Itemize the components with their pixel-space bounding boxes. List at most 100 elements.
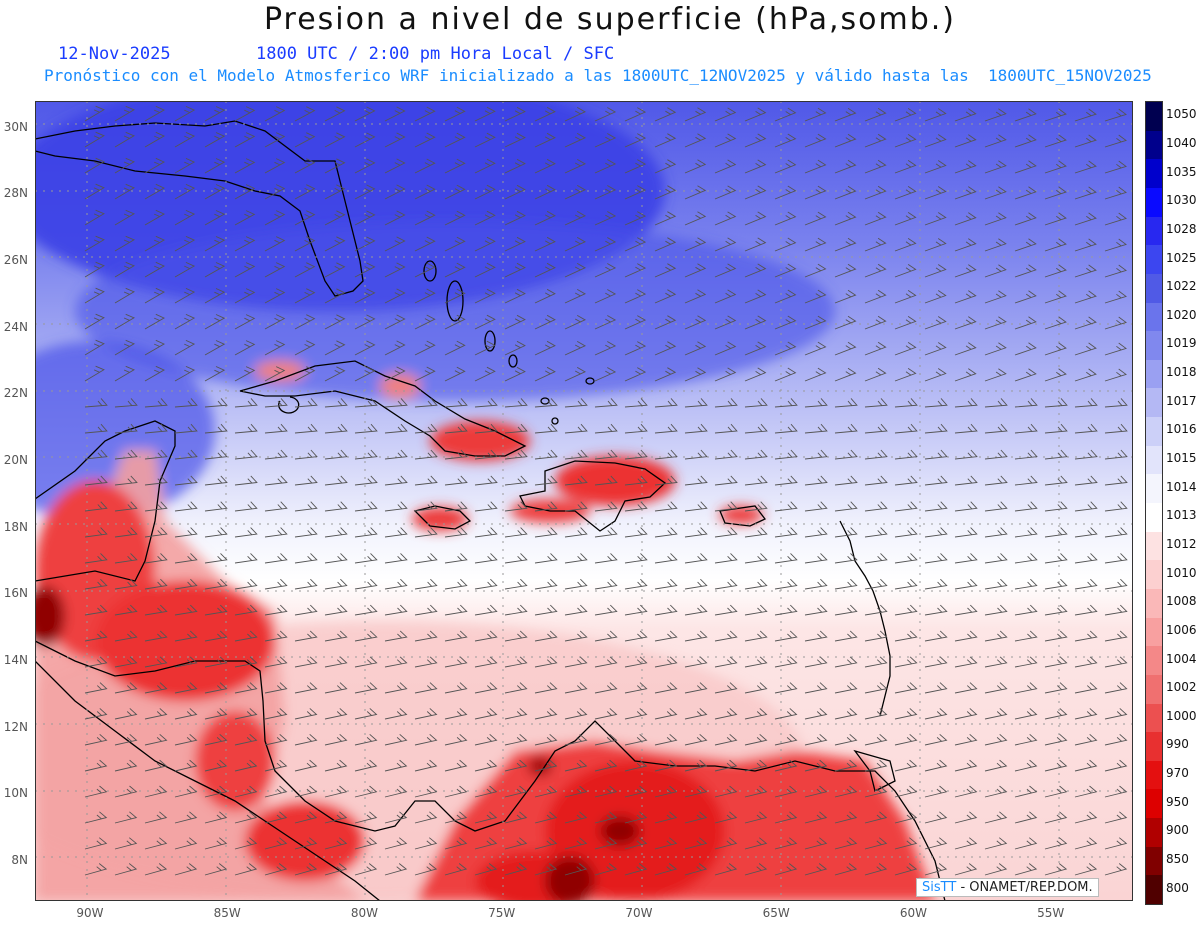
wind-barb	[504, 106, 526, 122]
wind-barb	[894, 108, 917, 122]
wind-barb	[984, 398, 1008, 408]
wind-barb	[744, 708, 768, 720]
wind-barb	[744, 185, 767, 200]
wind-barb	[744, 527, 768, 538]
wind-barb	[654, 211, 677, 226]
wind-barb	[294, 682, 318, 694]
wind-barb	[234, 288, 256, 304]
wind-barb	[144, 578, 168, 590]
wind-barb	[384, 553, 408, 564]
wind-barb	[984, 733, 1008, 746]
wind-barb	[1014, 682, 1038, 694]
wind-barb	[864, 785, 888, 798]
wind-barb	[1074, 398, 1098, 408]
wind-barb	[954, 785, 978, 798]
coastlines	[35, 120, 946, 901]
colorbar-label: 1035	[1166, 164, 1197, 179]
wind-barb	[474, 210, 496, 226]
wind-barb	[324, 314, 346, 330]
wind-barb	[264, 132, 286, 148]
wind-barb	[1074, 578, 1098, 590]
wind-barb	[714, 759, 738, 772]
wind-barb	[654, 449, 678, 460]
wind-barb	[84, 759, 108, 772]
wind-barb	[414, 708, 438, 720]
wind-barb	[1044, 837, 1068, 850]
latitude-label: 26N	[3, 253, 28, 267]
colorbar-segment	[1146, 503, 1162, 533]
wind-barb	[1074, 186, 1097, 200]
longitude-label: 70W	[625, 906, 653, 920]
wind-barb	[894, 553, 918, 564]
wind-barb	[984, 290, 1007, 304]
wind-barb	[894, 342, 917, 356]
wind-barb	[294, 604, 318, 616]
wind-barb	[534, 811, 558, 824]
wind-barb	[504, 184, 526, 200]
wind-barb	[654, 656, 678, 668]
wind-barb	[834, 133, 857, 148]
wind-barb	[264, 785, 288, 798]
wind-barb	[504, 210, 526, 226]
wind-barb	[444, 708, 468, 720]
wind-barb	[894, 501, 918, 512]
wind-barb	[864, 211, 887, 226]
wind-barb	[474, 837, 498, 850]
wind-barb	[684, 449, 708, 460]
wind-barb	[834, 398, 858, 408]
wind-barb	[324, 398, 348, 408]
wind-barb	[174, 423, 198, 434]
wind-barb	[384, 184, 406, 200]
wind-barb	[984, 837, 1008, 850]
wind-barb	[114, 449, 138, 460]
wind-barb	[354, 475, 378, 486]
wind-barb	[264, 398, 288, 408]
wind-barb	[774, 708, 798, 720]
wind-barb	[114, 287, 135, 304]
wind-barb	[564, 449, 588, 460]
wind-barb	[594, 682, 618, 694]
wind-barb	[414, 656, 438, 668]
wind-barb	[744, 811, 768, 824]
wind-barb	[1044, 398, 1068, 408]
wind-barb	[84, 261, 105, 278]
wind-barb	[234, 785, 258, 798]
wind-barb	[114, 630, 138, 642]
wind-barb	[174, 339, 196, 356]
colorbar-label: 900	[1166, 823, 1189, 838]
wind-barb	[1044, 527, 1068, 538]
wind-barb	[924, 264, 947, 278]
colorbar-segment	[1146, 417, 1162, 447]
wind-barb	[1044, 368, 1067, 382]
colorbar-label: 1013	[1166, 508, 1197, 523]
wind-barb	[354, 288, 376, 304]
wind-barb	[984, 342, 1007, 356]
wind-barb	[264, 314, 286, 330]
wind-barb	[234, 578, 258, 590]
wind-barb	[714, 237, 737, 252]
wind-barb	[234, 340, 256, 356]
wind-barb	[744, 237, 767, 252]
wind-barb	[1014, 186, 1037, 200]
wind-barb	[1044, 186, 1067, 200]
wind-barb	[174, 837, 198, 850]
wind-barb	[324, 340, 346, 356]
wind-barb	[474, 184, 496, 200]
wind-barb	[714, 475, 738, 486]
wind-barb	[864, 185, 887, 200]
wind-barb	[654, 501, 678, 512]
wind-barb	[654, 237, 677, 252]
colorbar-label: 1008	[1166, 594, 1197, 609]
colorbar-segment	[1146, 531, 1162, 561]
wind-barb	[624, 475, 648, 486]
wind-barb	[744, 630, 768, 642]
wind-barb	[714, 733, 738, 746]
wind-barb	[744, 578, 768, 590]
wind-barb	[894, 423, 918, 434]
wind-barb	[294, 423, 318, 434]
wind-barb	[1104, 837, 1128, 850]
wind-barb	[774, 263, 797, 278]
longitude-label: 90W	[76, 906, 104, 920]
wind-barb	[324, 210, 346, 226]
wind-barb	[324, 553, 348, 564]
